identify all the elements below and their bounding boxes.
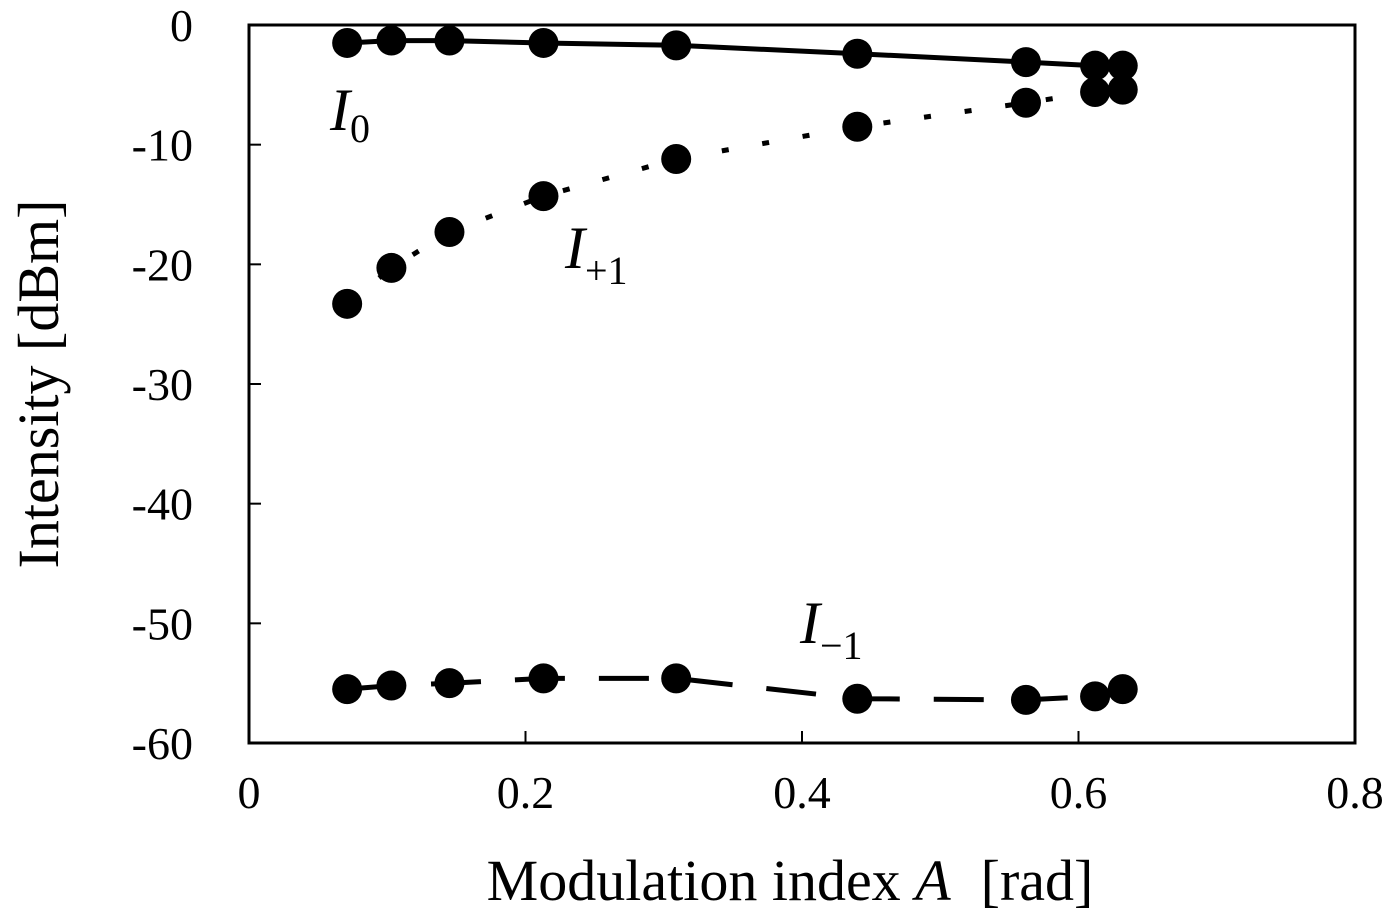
x-axis-title-unit: [rad] [981,848,1094,913]
data-point-i0 [528,27,559,58]
x-axis-title-var: A [911,848,951,913]
series-label-i0-main: I [329,77,353,143]
data-point-iminus1 [661,663,692,694]
data-point-i0 [1080,50,1111,81]
data-point-iminus1 [842,683,873,714]
data-point-iplus1 [376,252,407,283]
data-point-iplus1 [434,217,465,248]
y-tick-label: -20 [132,239,193,290]
data-point-iminus1 [332,674,363,705]
series-label-iplus1: I+1 [564,215,628,293]
y-tick-label: -50 [132,598,193,649]
x-tick-label: 0.4 [773,767,831,818]
series-label-i0: I0 [329,77,370,151]
data-point-iplus1 [528,181,559,212]
series-label-iminus1-sub: −1 [820,623,863,668]
data-point-i0 [434,25,465,56]
y-tick-label: -60 [132,718,193,769]
data-point-iminus1 [528,663,559,694]
series-label-iplus1-main: I [564,215,588,281]
series-points [332,25,1138,715]
x-axis-title-text: Modulation index [487,848,916,913]
data-point-i0 [376,25,407,56]
y-tick-label: -10 [132,120,193,171]
data-point-iplus1 [661,144,692,175]
x-tick-label: 0.6 [1050,767,1108,818]
y-axis-title: Intensity [dBm] [6,200,71,569]
data-point-i0 [661,30,692,61]
data-point-iminus1 [1080,681,1111,712]
data-point-i0 [332,27,363,58]
data-point-iminus1 [376,670,407,701]
data-point-i0 [1010,47,1041,78]
data-point-iplus1 [1080,77,1111,108]
data-point-iplus1 [1107,74,1138,105]
data-point-iminus1 [434,668,465,699]
x-axis-title: Modulation index A [rad] [487,848,1094,913]
series-label-iplus1-sub: +1 [585,248,628,293]
series-lines [345,38,1124,703]
x-tick-label: 0 [238,767,261,818]
x-tick-label: 0.8 [1326,767,1384,818]
data-point-iplus1 [1010,87,1041,118]
y-tick-label: 0 [170,0,193,51]
data-point-iplus1 [842,111,873,142]
series-label-iminus1-main: I [799,590,823,656]
data-point-i0 [1107,50,1138,81]
data-point-i0 [842,38,873,69]
axis-ticks: 0 0.2 0.4 0.6 0.8 0 -10 -20 -30 -40 -50 -60 [132,0,1384,818]
data-point-iminus1 [1107,674,1138,705]
x-tick-label: 0.2 [497,767,555,818]
data-point-iplus1 [332,288,363,319]
series-line-iplus1 [345,87,1123,306]
series-label-iminus1: I−1 [799,590,863,668]
y-tick-label: -30 [132,359,193,410]
y-tick-label: -40 [132,479,193,530]
series-label-i0-sub: 0 [350,106,370,151]
data-point-iminus1 [1010,684,1041,715]
